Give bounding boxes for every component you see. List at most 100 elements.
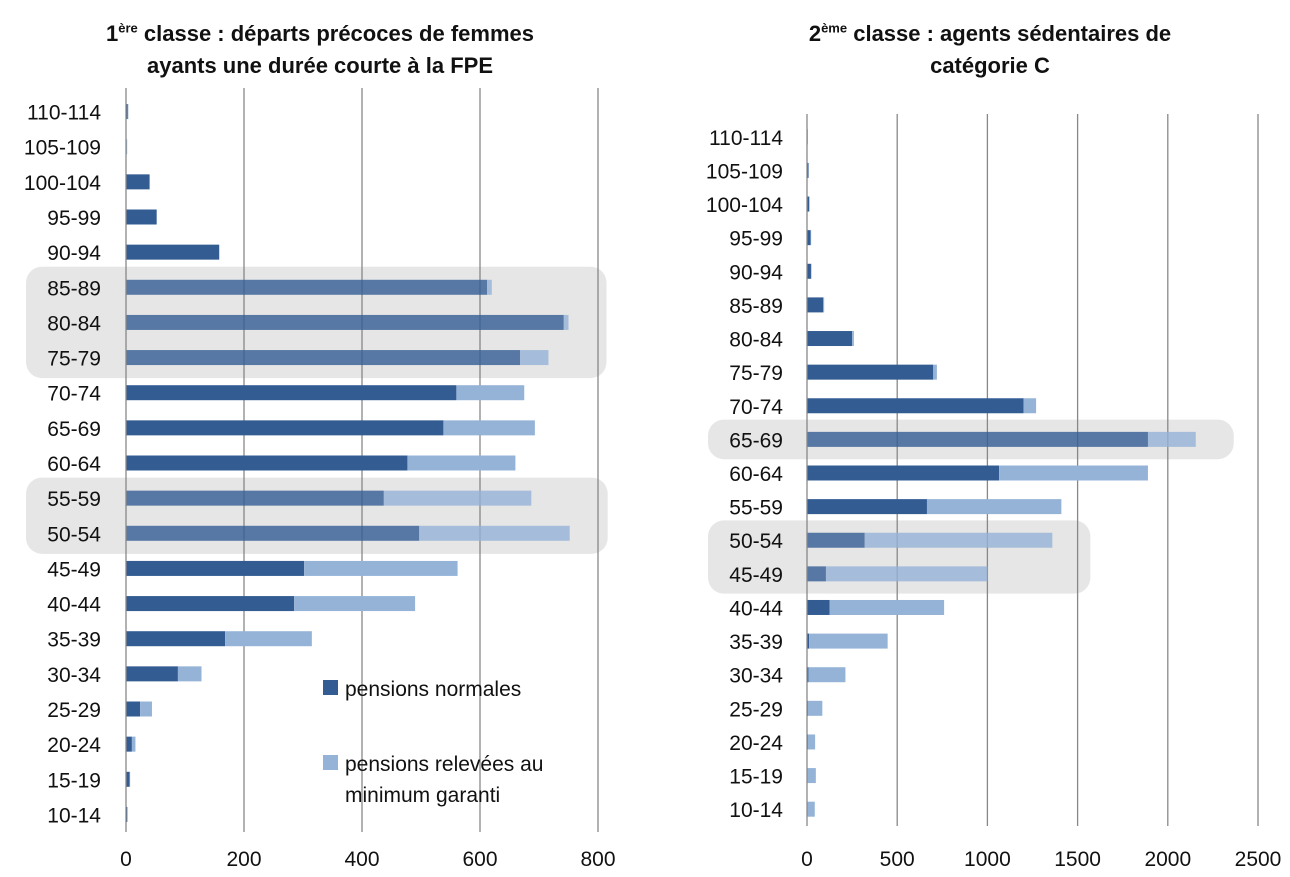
category-label: 70-74 — [729, 396, 783, 419]
category-label: 80-84 — [47, 312, 101, 335]
category-label: 30-34 — [47, 664, 101, 687]
bar-normales — [807, 633, 810, 649]
chart-1-title-prefix: 1 — [106, 21, 119, 46]
category-label: 10-14 — [47, 804, 101, 827]
category-label: 90-94 — [729, 261, 783, 284]
bar-normales — [126, 701, 141, 717]
category-label: 55-59 — [729, 497, 783, 520]
bar-relevees — [383, 490, 532, 506]
bar-relevees — [294, 596, 416, 612]
category-label: 70-74 — [47, 383, 101, 406]
bar-normales — [807, 263, 811, 279]
chart-1-title: 1ère classe : départs précoces de femmes… — [30, 18, 610, 82]
bar-relevees — [456, 385, 525, 401]
bar-relevees — [825, 566, 988, 582]
bar-relevees — [810, 263, 812, 279]
bar-relevees — [126, 139, 128, 155]
category-label: 50-54 — [47, 523, 101, 546]
x-tick-label: 1500 — [1054, 848, 1101, 871]
chart-2-title-superscript: ème — [821, 20, 848, 36]
bar-relevees — [808, 667, 846, 683]
chart-2-title-line2: catégorie C — [930, 53, 1050, 78]
category-label: 25-29 — [47, 699, 101, 722]
bar-normales — [807, 667, 809, 683]
category-label: 35-39 — [47, 629, 101, 652]
bar-normales — [807, 599, 830, 615]
bar-normales — [126, 350, 521, 366]
bar-relevees — [807, 700, 823, 716]
bar-normales — [126, 560, 305, 576]
highlight-box — [26, 477, 608, 554]
bar-normales — [126, 631, 226, 647]
category-label: 40-44 — [729, 597, 783, 620]
category-label: 55-59 — [47, 488, 101, 511]
category-label: 45-49 — [729, 564, 783, 587]
bar-relevees — [443, 420, 535, 436]
category-label: 75-79 — [47, 348, 101, 371]
chart-1-title-superscript: ère — [118, 20, 138, 36]
bar-relevees — [304, 560, 458, 576]
category-label: 60-64 — [47, 453, 101, 476]
bar-normales — [807, 532, 865, 548]
x-tick-label: 600 — [462, 848, 497, 871]
category-label: 85-89 — [729, 295, 783, 318]
legend: pensions normales pensions relevées au min… — [323, 678, 543, 807]
bar-relevees — [487, 279, 492, 295]
bar-normales — [126, 420, 444, 436]
chart-1: 110-114 105-109 100-104 95-99 90-94 85-89 80-8… — [24, 88, 616, 871]
legend-label-relevees-line2: minimum garanti — [345, 784, 500, 807]
bar-relevees — [807, 768, 816, 784]
x-tick-label: 2000 — [1144, 848, 1191, 871]
category-label: 100-104 — [706, 194, 783, 217]
category-label: 40-44 — [47, 594, 101, 617]
bar-normales — [126, 771, 130, 787]
bar-normales — [807, 566, 826, 582]
category-label: 45-49 — [47, 558, 101, 581]
x-tick-label: 400 — [344, 848, 379, 871]
bar-normales — [126, 244, 220, 260]
category-label: 100-104 — [24, 172, 101, 195]
x-tick-label: 1000 — [964, 848, 1011, 871]
chart-1-title-line2: ayants une durée courte à la FPE — [146, 53, 493, 78]
bar-relevees — [807, 734, 816, 750]
bar-normales — [807, 431, 1148, 447]
chart-2-title: 2ème classe : agents sédentaires de caté… — [700, 18, 1280, 82]
x-tick-label: 2500 — [1235, 848, 1282, 871]
category-label: 20-24 — [47, 734, 101, 757]
bar-normales — [126, 104, 128, 120]
x-tick-label: 0 — [120, 848, 132, 871]
bar-normales — [126, 525, 420, 541]
category-label: 90-94 — [47, 242, 101, 265]
category-label: 65-69 — [47, 418, 101, 441]
category-label: 25-29 — [729, 698, 783, 721]
bar-normales — [807, 230, 811, 246]
bar-normales — [807, 364, 934, 380]
bar-normales — [126, 490, 384, 506]
bar-normales — [807, 499, 927, 515]
bar-relevees — [140, 701, 152, 717]
bar-normales — [126, 174, 150, 190]
x-tick-label: 500 — [880, 848, 915, 871]
bar-normales — [126, 314, 564, 330]
bar-relevees — [127, 806, 128, 822]
bar-normales — [807, 331, 853, 347]
chart-2-title-line1: classe : agents sédentaires de — [847, 21, 1172, 46]
bar-normales — [126, 455, 408, 471]
bar-relevees — [520, 350, 549, 366]
chart-2: 110-114 105-109 100-104 95-99 90-94 85-89 80-8… — [706, 114, 1281, 871]
bar-relevees — [1023, 398, 1037, 414]
chart-2-title-prefix: 2 — [808, 21, 822, 46]
bar-relevees — [807, 801, 815, 817]
legend-label-relevees-line1: pensions relevées au — [345, 753, 543, 776]
bar-relevees — [852, 331, 854, 347]
category-label: 80-84 — [729, 329, 783, 352]
bar-relevees — [933, 364, 937, 380]
legend-label-relevees: pensions relevées au minimum garanti — [345, 753, 543, 807]
bar-relevees — [129, 771, 131, 787]
bar-relevees — [131, 736, 136, 752]
bar-relevees — [823, 297, 825, 313]
category-label: 105-109 — [24, 137, 101, 160]
bar-relevees — [810, 230, 812, 246]
